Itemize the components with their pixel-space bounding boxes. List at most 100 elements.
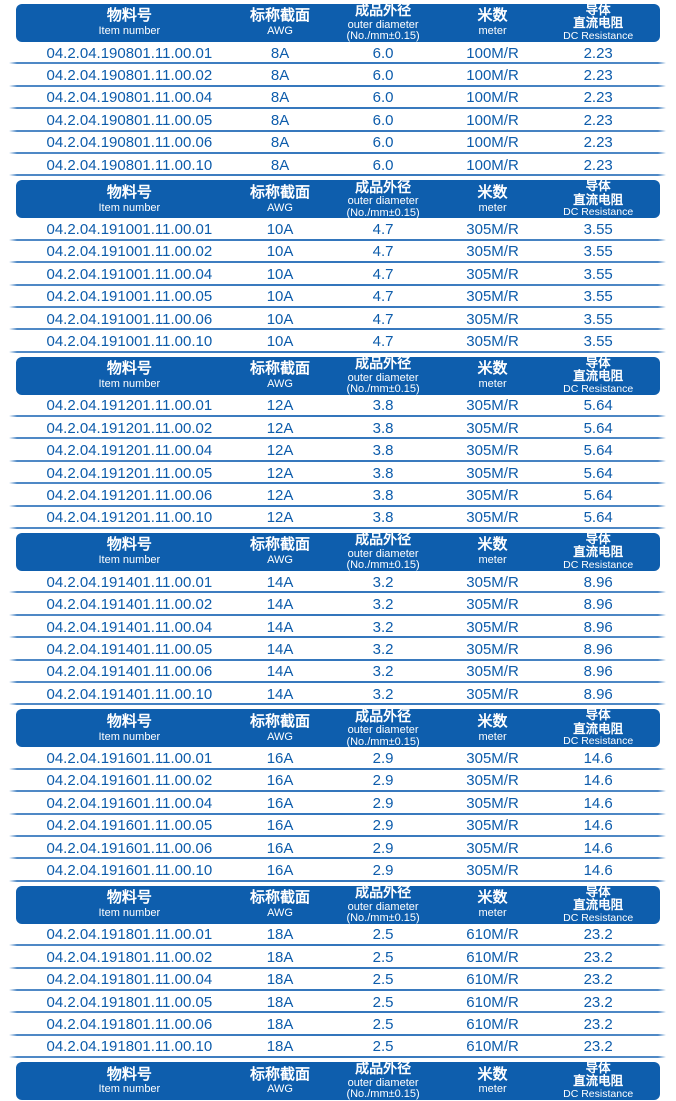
table-row: 04.2.04.191201.11.00.10 12A 3.8 305M/R 5… [9,507,666,530]
column-header-awg-zh: 标称截面 [250,712,311,730]
column-header-outer-diameter-en: outer diameter [347,724,419,737]
column-header-outer-diameter-en: outer diameter [347,18,419,31]
cell-meter: 305M/R [466,288,519,306]
column-header-item-number: 物料号 Item number [16,889,243,919]
table-row: 04.2.04.191001.11.00.04 10A 4.7 305M/R 3… [9,263,666,286]
table-header-row: 物料号 Item number 标称截面 AWG 成品外径 outer diam… [16,3,660,43]
cell-outer-diameter: 3.2 [372,685,394,703]
cell-outer-diameter: 3.8 [372,397,394,415]
column-header-awg-en: AWG [267,906,293,919]
table-row: 04.2.04.191801.11.00.10 18A 2.5 610M/R 2… [9,1036,666,1059]
column-header-meter-zh: 米数 [477,1065,508,1083]
column-header-outer-diameter-zh: 成品外径 [355,178,412,195]
cell-awg: 14A [266,618,294,636]
column-header-item-number-en: Item number [98,201,161,214]
table-row: 04.2.04.191001.11.00.02 10A 4.7 305M/R 3… [9,241,666,264]
column-header-dc-resistance-zh2: 直流电阻 [573,545,624,560]
column-header-outer-diameter-en: outer diameter [347,900,419,913]
table-row: 04.2.04.191601.11.00.06 16A 2.9 305M/R 1… [9,837,666,860]
column-header-dc-resistance: 导体 直流电阻 DC Resistance [536,709,660,747]
cell-outer-diameter: 6.0 [372,156,394,174]
cell-awg: 16A [266,817,294,835]
column-header-meter-en: meter [478,1083,507,1096]
cell-meter: 305M/R [466,596,519,614]
cell-meter: 610M/R [466,971,519,989]
cell-awg: 10A [266,310,294,328]
column-header-awg: 标称截面 AWG [243,889,318,919]
cell-item-number: 04.2.04.191801.11.00.05 [46,993,213,1011]
table-body: 04.2.04.191201.11.00.01 12A 3.8 305M/R 5… [9,395,666,530]
column-header-meter-zh: 米数 [477,7,508,25]
column-header-outer-diameter-note: (No./mm±0.15) [346,382,420,395]
column-header-outer-diameter-note: (No./mm±0.15) [346,30,420,43]
cell-dc-resistance: 23.2 [583,926,613,944]
cell-meter: 610M/R [466,926,519,944]
cell-dc-resistance: 8.96 [583,596,613,614]
column-header-meter-en: meter [478,906,507,919]
cell-item-number: 04.2.04.191401.11.00.10 [46,685,213,703]
column-header-outer-diameter-note: (No./mm±0.15) [346,559,420,572]
table-section: 物料号 Item number 标称截面 AWG 成品外径 outer diam… [9,354,666,530]
cell-outer-diameter: 4.7 [372,310,394,328]
cell-outer-diameter: 2.5 [372,1038,394,1056]
cell-dc-resistance: 23.2 [583,1038,613,1056]
cell-meter: 100M/R [466,156,519,174]
table-body: 04.2.04.191001.11.00.01 10A 4.7 305M/R 3… [9,218,666,354]
cell-outer-diameter: 3.8 [372,419,394,437]
column-header-dc-resistance-zh2: 直流电阻 [573,721,624,736]
cell-item-number: 04.2.04.191001.11.00.04 [46,265,213,283]
column-header-outer-diameter-zh: 成品外径 [355,354,412,371]
cell-outer-diameter: 2.5 [372,948,394,966]
cell-meter: 305M/R [466,862,519,880]
table-section: 物料号 Item number 标称截面 AWG 成品外径 outer diam… [9,708,666,883]
cell-dc-resistance: 14.6 [583,839,613,857]
cell-item-number: 04.2.04.190801.11.00.04 [46,89,213,107]
cell-meter: 610M/R [466,1038,519,1056]
cell-item-number: 04.2.04.191801.11.00.10 [46,1038,213,1056]
column-header-outer-diameter: 成品外径 outer diameter (No./mm±0.15) [317,3,448,43]
cell-meter: 305M/R [466,618,519,636]
column-header-meter-en: meter [478,377,507,390]
cell-outer-diameter: 3.8 [372,442,394,460]
column-header-meter: 米数 meter [449,537,537,567]
table-body: 04.2.04.190801.11.00.01 8A 6.0 100M/R 2.… [9,42,666,177]
cell-outer-diameter: 6.0 [372,89,394,107]
column-header-meter-en: meter [478,25,507,38]
cell-item-number: 04.2.04.191801.11.00.04 [46,971,213,989]
table-row: 04.2.04.191201.11.00.02 12A 3.8 305M/R 5… [9,417,666,440]
cell-outer-diameter: 2.5 [372,926,394,944]
cell-outer-diameter: 3.8 [372,509,394,527]
cell-dc-resistance: 14.6 [583,772,613,790]
cell-dc-resistance: 23.2 [583,1015,613,1033]
table-row: 04.2.04.191401.11.00.04 14A 3.2 305M/R 8… [9,616,666,639]
column-header-item-number-en: Item number [98,377,161,390]
column-header-meter: 米数 meter [449,7,537,38]
cell-outer-diameter: 6.0 [372,44,394,62]
column-header-outer-diameter-zh: 成品外径 [355,883,412,900]
column-header-meter-zh: 米数 [477,712,508,730]
cell-meter: 305M/R [466,486,519,504]
table-row: 04.2.04.191401.11.00.01 14A 3.2 305M/R 8… [9,571,666,594]
column-header-item-number-zh: 物料号 [106,712,152,730]
table-section: 物料号 Item number 标称截面 AWG 成品外径 outer diam… [9,178,666,354]
cell-item-number: 04.2.04.191201.11.00.06 [46,486,213,504]
column-header-meter: 米数 meter [449,712,537,743]
column-header-dc-resistance-en: DC Resistance [563,29,634,42]
column-header-item-number-en: Item number [98,1083,161,1096]
cell-meter: 100M/R [466,67,519,85]
column-header-item-number-en: Item number [98,554,161,567]
cell-dc-resistance: 2.23 [583,67,613,85]
column-header-outer-diameter-zh: 成品外径 [355,2,412,19]
cell-item-number: 04.2.04.191001.11.00.10 [46,332,213,350]
column-header-outer-diameter-en: outer diameter [347,1076,419,1089]
cell-outer-diameter: 2.9 [372,862,394,880]
cell-meter: 100M/R [466,111,519,129]
cell-dc-resistance: 8.96 [583,640,613,658]
cell-outer-diameter: 2.5 [372,971,394,989]
cell-meter: 610M/R [466,948,519,966]
cell-meter: 100M/R [466,134,519,152]
cell-outer-diameter: 4.7 [372,243,394,261]
column-header-dc-resistance: 导体 直流电阻 DC Resistance [536,356,660,395]
cell-item-number: 04.2.04.191601.11.00.06 [46,839,213,857]
cell-awg: 16A [266,839,294,857]
